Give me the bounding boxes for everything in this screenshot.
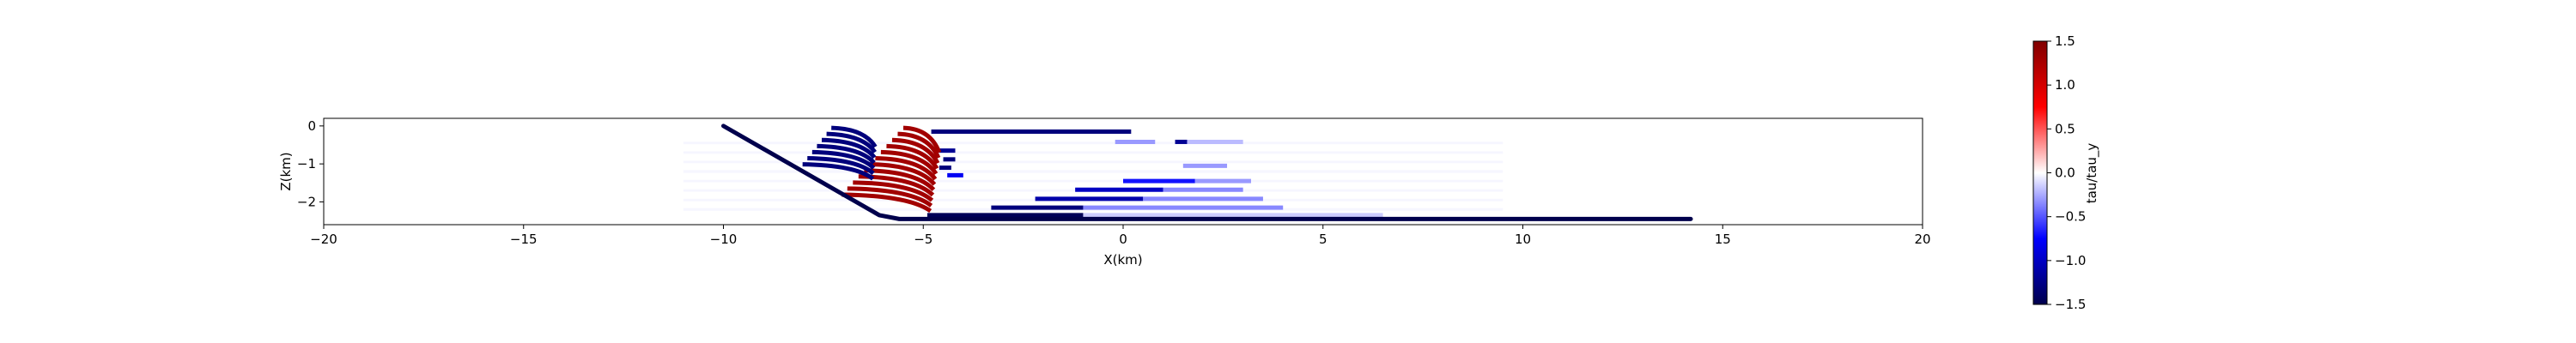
colorbar-tick-label: −0.5: [2055, 209, 2086, 225]
colorbar-tick-label: 1.5: [2055, 33, 2075, 49]
stress-segments-layer: [927, 129, 1383, 218]
stress-arcs-layer: [802, 125, 942, 214]
y-axis-label: Z(km): [278, 152, 294, 190]
arc-positive: [902, 125, 942, 153]
x-tick-label: 15: [1715, 232, 1731, 247]
colorbar-tick-label: 1.0: [2055, 77, 2075, 93]
arc-positive: [875, 156, 938, 181]
x-tick-label: 0: [1119, 232, 1127, 247]
arc-positive: [853, 180, 934, 202]
arc-negative: [831, 125, 878, 148]
arc-negative: [802, 162, 875, 181]
y-tick-label: 0: [307, 118, 316, 134]
arc-positive: [847, 186, 933, 208]
fault-line: [721, 123, 1693, 221]
colorbar-tick-label: −1.0: [2055, 253, 2086, 268]
plot-area: [323, 117, 1923, 226]
colorbar-tick-label: 0.0: [2055, 165, 2075, 181]
x-axis-label: X(km): [1103, 252, 1142, 268]
arc-positive: [897, 131, 941, 159]
arc-negative: [821, 137, 877, 159]
x-tick-label: 5: [1319, 232, 1327, 247]
arc-negative: [807, 156, 875, 176]
colorbar-tick-label: −1.5: [2055, 297, 2086, 312]
arc-negative: [811, 149, 876, 170]
x-tick-label: −10: [710, 232, 738, 247]
arc-positive: [869, 162, 937, 186]
x-tick-label: −5: [914, 232, 933, 247]
arc-positive: [880, 149, 939, 176]
y-tick-label: −1: [297, 156, 316, 172]
colorbar-gradient: [2032, 40, 2048, 305]
arc-positive: [886, 143, 939, 170]
y-tick-label: −2: [297, 194, 316, 209]
x-tick-label: 20: [1914, 232, 1930, 247]
x-tick-label: 10: [1515, 232, 1531, 247]
fault-layer: [721, 123, 1693, 221]
colorbar-tick-label: 0.5: [2055, 121, 2075, 136]
arc-positive: [864, 168, 936, 192]
x-axis: −20 −15 −10 −5 0 5 10 15 20: [310, 225, 1931, 247]
arc-negative: [826, 131, 877, 153]
colorbar-label: tau/tau_y: [2084, 143, 2100, 204]
x-tick-label: −15: [510, 232, 538, 247]
colorbar: 1.5 1.0 0.5 0.0 −0.5 −1.0 −1.5 tau/tau_y: [2032, 33, 2100, 312]
colorbar-ticks: 1.5 1.0 0.5 0.0 −0.5 −1.0 −1.5: [2047, 33, 2086, 312]
arc-negative: [817, 143, 876, 165]
y-axis: 0 −1 −2: [297, 118, 324, 209]
x-tick-label: −20: [310, 232, 337, 247]
arc-positive: [841, 192, 933, 214]
arc-positive: [891, 137, 940, 165]
